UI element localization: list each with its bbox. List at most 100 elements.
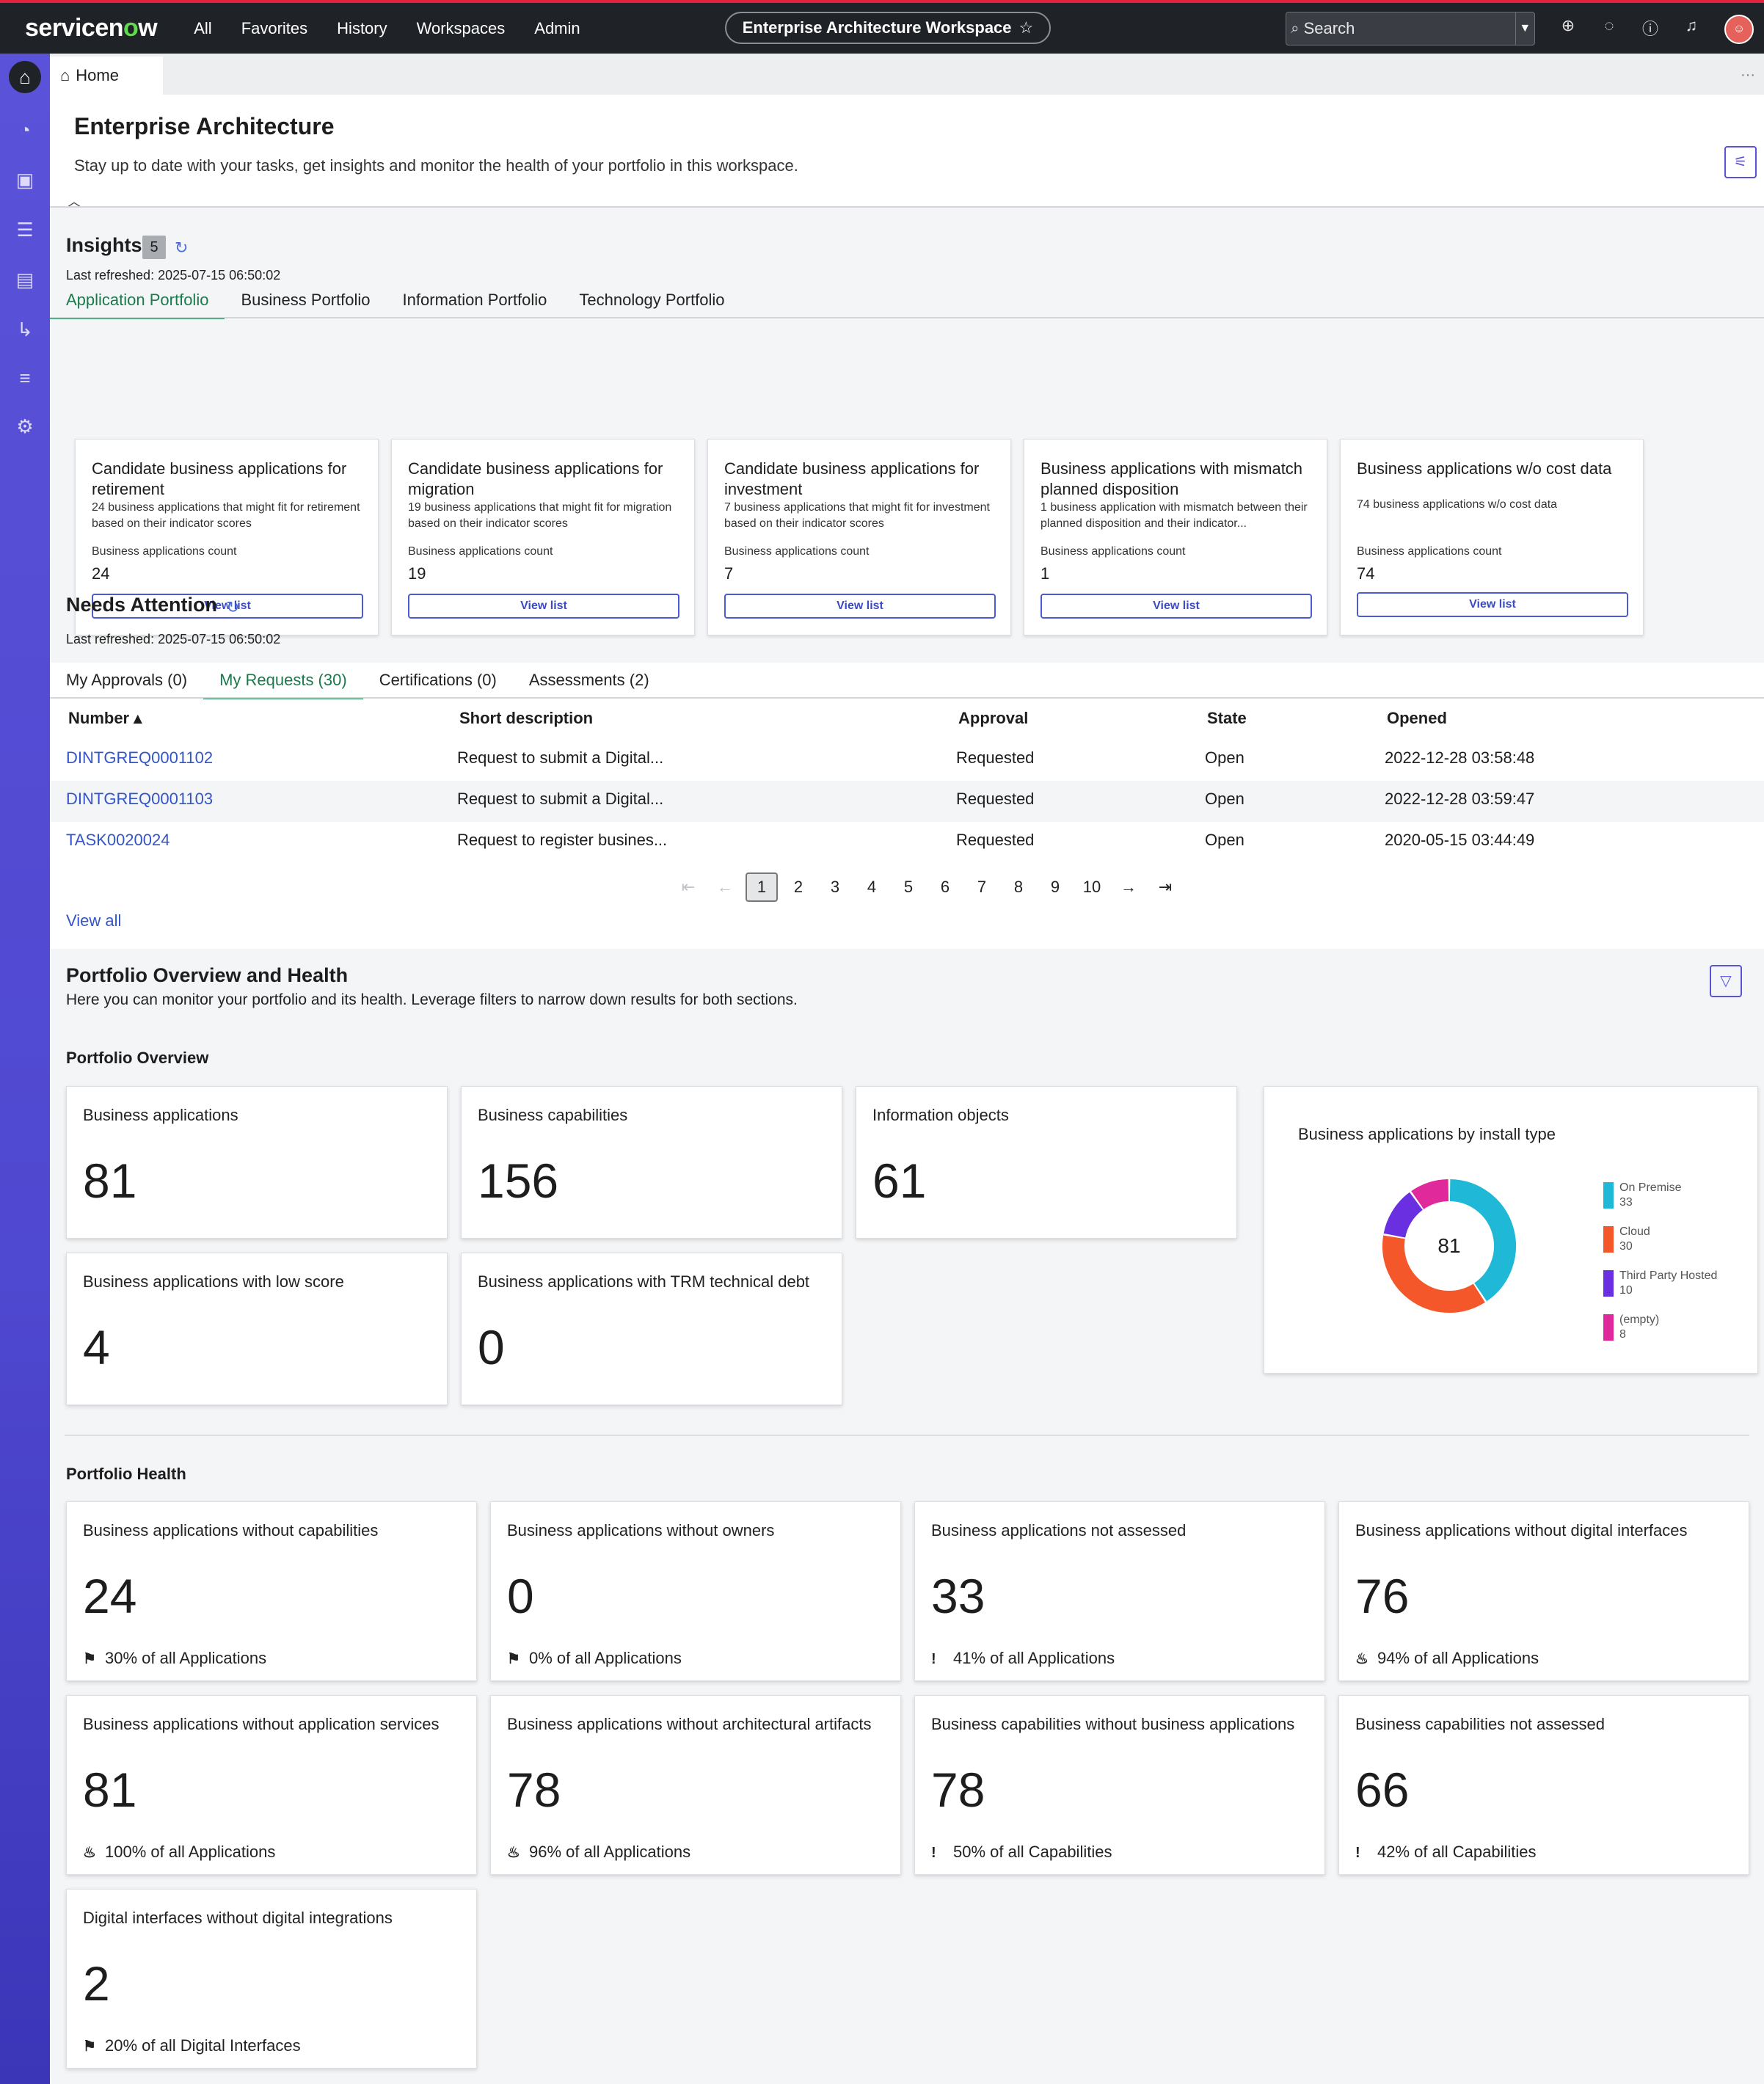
table-row: DINTGREQ0001103 Request to submit a Digi… bbox=[50, 781, 1764, 822]
legend-item[interactable]: On Premise 33 bbox=[1603, 1181, 1681, 1210]
legend-item[interactable]: Cloud 30 bbox=[1603, 1225, 1650, 1254]
tab-my-requests[interactable]: My Requests (30) bbox=[203, 671, 363, 699]
health-card[interactable]: Business applications without owners 0 ⚑… bbox=[490, 1501, 901, 1681]
legend-item[interactable]: Third Party Hosted 10 bbox=[1603, 1269, 1717, 1298]
bell-icon[interactable]: ♫ bbox=[1685, 16, 1698, 34]
flow-icon[interactable]: ↳ bbox=[17, 318, 33, 340]
fire-icon: ♨ bbox=[83, 1845, 96, 1861]
page-button[interactable]: 1 bbox=[746, 872, 778, 902]
exclamation-icon: ! bbox=[931, 1651, 936, 1667]
nav-workspaces[interactable]: Workspaces bbox=[416, 18, 506, 37]
last-page-icon[interactable]: ⇥ bbox=[1158, 878, 1173, 896]
nav-history[interactable]: History bbox=[337, 18, 387, 37]
search-input[interactable] bbox=[1303, 19, 1515, 38]
insight-card-count-label: Business applications count bbox=[408, 545, 553, 558]
page-button[interactable]: 5 bbox=[903, 878, 914, 896]
home-tab-label: Home bbox=[76, 66, 119, 84]
help-icon[interactable]: ⓘ bbox=[1641, 20, 1658, 38]
prev-page-icon[interactable]: ← bbox=[717, 878, 733, 896]
globe-icon[interactable]: ⊕ bbox=[1561, 16, 1575, 34]
page-button[interactable]: 6 bbox=[940, 878, 950, 896]
servicenow-logo[interactable]: servicenow bbox=[25, 14, 158, 42]
tab-assessments[interactable]: Assessments (2) bbox=[528, 671, 649, 689]
next-page-icon[interactable]: → bbox=[1120, 878, 1137, 896]
col-opened[interactable]: Opened bbox=[1387, 709, 1447, 727]
health-value: 81 bbox=[83, 1763, 137, 1817]
health-card[interactable]: Business capabilities not assessed 66 ! 4… bbox=[1338, 1695, 1749, 1875]
filter-icon[interactable]: ▽ bbox=[1710, 965, 1742, 997]
chat-icon[interactable]: ◌ bbox=[1604, 16, 1614, 34]
list-icon[interactable]: ≡ bbox=[19, 366, 31, 389]
tab-business-portfolio[interactable]: Business Portfolio bbox=[241, 291, 371, 309]
page-subtitle: Stay up to date with your tasks, get ins… bbox=[74, 156, 798, 175]
personalize-button[interactable]: ⚟ bbox=[1724, 146, 1757, 178]
workspace-pill[interactable]: Enterprise Architecture Workspace ☆ bbox=[725, 12, 1051, 44]
health-card[interactable]: Digital interfaces without digital integ… bbox=[66, 1889, 477, 2069]
insight-card-count-label: Business applications count bbox=[92, 545, 237, 558]
donut-slice-on-premise[interactable] bbox=[1449, 1179, 1516, 1302]
refresh-icon[interactable]: ↻ bbox=[226, 598, 240, 616]
main-content: Enterprise Architecture Stay up to date … bbox=[50, 95, 1764, 2084]
kpi-value: 61 bbox=[872, 1154, 927, 1208]
kpi-card[interactable]: Business applications with TRM technical… bbox=[461, 1253, 842, 1405]
view-list-button[interactable]: View list bbox=[724, 594, 996, 619]
health-card[interactable]: Business applications without capabiliti… bbox=[66, 1501, 477, 1681]
page-button[interactable]: 8 bbox=[1013, 878, 1024, 896]
collapse-chevron-icon[interactable]: ︿ bbox=[68, 194, 81, 209]
star-icon[interactable]: ☆ bbox=[1018, 18, 1034, 37]
view-list-button[interactable]: View list bbox=[1040, 594, 1312, 619]
col-number[interactable]: Number ▴ bbox=[68, 709, 142, 727]
view-list-button[interactable]: View list bbox=[92, 594, 363, 619]
refresh-icon[interactable]: ↻ bbox=[175, 238, 189, 257]
search-scope-dropdown[interactable]: ▼ bbox=[1515, 12, 1534, 45]
nav-admin[interactable]: Admin bbox=[534, 18, 580, 37]
donut-slice-empty[interactable] bbox=[1411, 1179, 1449, 1210]
tab-my-approvals[interactable]: My Approvals (0) bbox=[66, 671, 188, 689]
dashboard-icon[interactable]: ◔ bbox=[19, 118, 31, 141]
kpi-card[interactable]: Business capabilities 156 bbox=[461, 1086, 842, 1239]
health-label: Business applications without applicatio… bbox=[83, 1715, 440, 1733]
kpi-card[interactable]: Information objects 61 bbox=[856, 1086, 1237, 1239]
page-button[interactable]: 4 bbox=[867, 878, 877, 896]
page-button[interactable]: 9 bbox=[1050, 878, 1060, 896]
database-icon[interactable]: ▤ bbox=[15, 268, 34, 291]
health-card[interactable]: Business applications without architectu… bbox=[490, 1695, 901, 1875]
page-button[interactable]: 10 bbox=[1082, 878, 1101, 896]
view-list-button[interactable]: View list bbox=[1357, 592, 1628, 617]
donut-slice-cloud[interactable] bbox=[1382, 1235, 1485, 1313]
kpi-card[interactable]: Business applications with low score 4 bbox=[66, 1253, 448, 1405]
tab-certifications[interactable]: Certifications (0) bbox=[379, 671, 497, 689]
donut-slice-third-party-hosted[interactable] bbox=[1383, 1192, 1424, 1239]
kpi-card[interactable]: Business applications 81 bbox=[66, 1086, 448, 1239]
tab-information-portfolio[interactable]: Information Portfolio bbox=[402, 291, 547, 309]
view-list-button[interactable]: View list bbox=[408, 594, 679, 619]
col-short-description[interactable]: Short description bbox=[459, 709, 594, 727]
tab-technology-portfolio[interactable]: Technology Portfolio bbox=[579, 291, 725, 309]
tab-application-portfolio[interactable]: Application Portfolio bbox=[50, 291, 225, 319]
settings-gear-icon[interactable]: ⚙ bbox=[16, 415, 34, 437]
roadmap-icon[interactable]: ☰ bbox=[16, 218, 34, 241]
request-number-link[interactable]: TASK0020024 bbox=[66, 831, 170, 849]
nav-favorites[interactable]: Favorites bbox=[241, 18, 308, 37]
view-all-link[interactable]: View all bbox=[66, 911, 122, 930]
more-options-icon[interactable]: ··· bbox=[1741, 67, 1755, 83]
page-button[interactable]: 7 bbox=[977, 878, 987, 896]
first-page-icon[interactable]: ⇤ bbox=[681, 878, 696, 896]
health-card[interactable]: Business applications without applicatio… bbox=[66, 1695, 477, 1875]
page-button[interactable]: 2 bbox=[793, 878, 803, 896]
page-button[interactable]: 3 bbox=[830, 878, 840, 896]
col-state[interactable]: State bbox=[1207, 709, 1247, 727]
home-icon[interactable]: ⌂ bbox=[9, 61, 41, 93]
request-number-link[interactable]: DINTGREQ0001102 bbox=[66, 748, 214, 767]
request-number-link[interactable]: DINTGREQ0001103 bbox=[66, 790, 214, 808]
briefcase-icon[interactable]: ▣ bbox=[15, 168, 34, 191]
nav-all[interactable]: All bbox=[194, 18, 212, 37]
health-card[interactable]: Business applications without digital in… bbox=[1338, 1501, 1749, 1681]
request-approval: Requested bbox=[956, 748, 1035, 767]
tab-home[interactable]: ⌂ Home bbox=[50, 57, 163, 95]
health-card[interactable]: Business applications not assessed 33 ! 4… bbox=[914, 1501, 1325, 1681]
user-avatar[interactable]: ☺ bbox=[1724, 15, 1754, 44]
legend-item[interactable]: (empty) 8 bbox=[1603, 1313, 1659, 1342]
col-approval[interactable]: Approval bbox=[958, 709, 1029, 727]
health-card[interactable]: Business capabilities without business a… bbox=[914, 1695, 1325, 1875]
